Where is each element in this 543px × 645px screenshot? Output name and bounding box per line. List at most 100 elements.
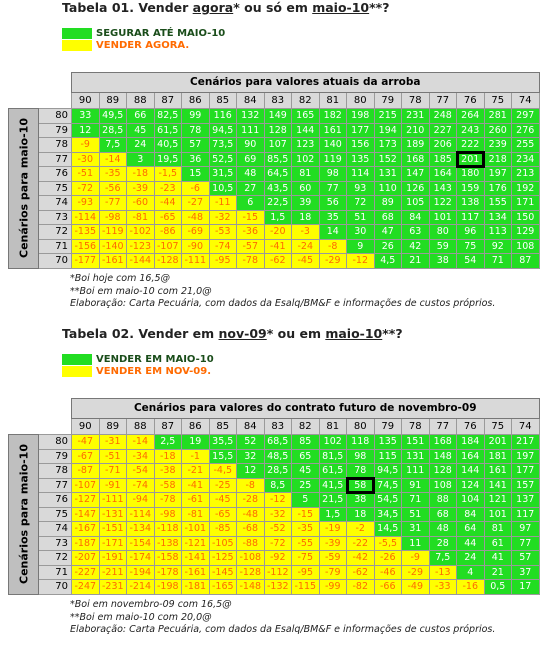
cell: 180 bbox=[456, 166, 485, 182]
cell: -35 bbox=[291, 521, 320, 537]
cell: -29 bbox=[318, 253, 347, 269]
cell: 52 bbox=[236, 434, 265, 450]
cell: -62 bbox=[346, 564, 375, 580]
cell: 21 bbox=[401, 253, 430, 269]
cell: -28 bbox=[236, 492, 265, 508]
cell: -247 bbox=[71, 579, 100, 595]
column-header: 83 bbox=[263, 92, 292, 109]
cell: -214 bbox=[126, 579, 155, 595]
cell: 61,5 bbox=[318, 463, 347, 479]
cell: 25 bbox=[291, 477, 320, 493]
data-row: 73 -187 -171 -154 -138 -121 -105 -88 -72 -55 -39 -2… bbox=[9, 535, 540, 551]
cell: 111 bbox=[236, 122, 265, 138]
cell: 4,5 bbox=[373, 253, 402, 269]
cell: -112 bbox=[263, 564, 292, 580]
cell: 104 bbox=[456, 492, 485, 508]
cell: 217 bbox=[511, 434, 540, 450]
cell: 34,5 bbox=[373, 506, 402, 522]
cell: 21,5 bbox=[318, 492, 347, 508]
cell: 101 bbox=[428, 209, 457, 225]
cell: 118 bbox=[346, 434, 375, 450]
cell: -145 bbox=[208, 564, 237, 580]
cell: 15,5 bbox=[208, 448, 237, 464]
cell: 92 bbox=[483, 238, 512, 254]
column-header: 80 bbox=[346, 418, 375, 435]
cell: 165 bbox=[291, 108, 320, 124]
cell: 124 bbox=[456, 477, 485, 493]
cell: -72 bbox=[263, 535, 292, 551]
cell: -128 bbox=[153, 253, 182, 269]
row-header: 74 bbox=[38, 521, 72, 537]
cell: -41 bbox=[263, 238, 292, 254]
title-part: Tabela 01. Vender bbox=[62, 0, 193, 15]
column-header: 78 bbox=[401, 418, 430, 435]
row-header: 79 bbox=[38, 448, 72, 464]
row-header: 71 bbox=[38, 564, 72, 580]
cell: -15 bbox=[236, 209, 265, 225]
cell: 157 bbox=[511, 477, 540, 493]
blank bbox=[9, 73, 72, 109]
cell: 189 bbox=[401, 137, 430, 153]
cell: 210 bbox=[401, 122, 430, 138]
cell: 54,5 bbox=[373, 492, 402, 508]
cell: -74 bbox=[208, 238, 237, 254]
cell: -18 bbox=[126, 166, 155, 182]
cell: 102 bbox=[291, 151, 320, 167]
cell: -72 bbox=[71, 180, 100, 196]
cell: 231 bbox=[401, 108, 430, 124]
column-header: 87 bbox=[153, 92, 182, 109]
cell: 81 bbox=[483, 521, 512, 537]
cell: 99 bbox=[181, 108, 210, 124]
data-row: 72 -135 -119 -102 -86 -69 -53 -36 -20 -3 14 30 47 63 8… bbox=[9, 224, 540, 240]
blank bbox=[9, 399, 72, 435]
cell: 151 bbox=[401, 434, 430, 450]
cell: 161 bbox=[318, 122, 347, 138]
table-header: Cenários para valores do contrato futuro… bbox=[71, 398, 540, 419]
column-header: 89 bbox=[98, 92, 127, 109]
cell: 18 bbox=[291, 209, 320, 225]
cell: -111 bbox=[181, 253, 210, 269]
cell: -47 bbox=[71, 434, 100, 450]
cell: -177 bbox=[71, 253, 100, 269]
cell: 128 bbox=[428, 463, 457, 479]
legend-item: VENDER AGORA. bbox=[62, 39, 225, 51]
cell: 68 bbox=[428, 506, 457, 522]
cell: 24 bbox=[126, 137, 155, 153]
data-row: 78 -9 7,5 24 40,5 57 73,5 90 107 123 140 156 173 189 2… bbox=[9, 137, 540, 153]
note: Elaboração: Carta Pecuária, com dados da… bbox=[70, 298, 496, 309]
cell: 18 bbox=[346, 506, 375, 522]
cell: -154 bbox=[126, 535, 155, 551]
cell: 129 bbox=[511, 224, 540, 240]
cell: 159 bbox=[456, 180, 485, 196]
data-row: 71 -227 -211 -194 -178 -161 -145 -128 -112 -95 -79… bbox=[9, 564, 540, 580]
cell: 54 bbox=[456, 253, 485, 269]
cell: -71 bbox=[98, 463, 127, 479]
cell: -2 bbox=[346, 521, 375, 537]
data-row: Cenários para maio-10 80 33 49,5 66 82,5 99 116… bbox=[8, 108, 540, 269]
cell: 85 bbox=[291, 434, 320, 450]
cell: 80 bbox=[428, 224, 457, 240]
row-header: 76 bbox=[38, 166, 72, 182]
cell: 81,5 bbox=[318, 448, 347, 464]
row-header: 79 bbox=[38, 122, 72, 138]
cell: -191 bbox=[98, 550, 127, 566]
title-part: **? bbox=[382, 326, 403, 341]
cell: -144 bbox=[126, 253, 155, 269]
title-part: **? bbox=[369, 0, 390, 15]
column-header: 86 bbox=[181, 418, 210, 435]
cell: 84 bbox=[401, 209, 430, 225]
cell: 281 bbox=[483, 108, 512, 124]
cell: 148 bbox=[428, 448, 457, 464]
column-header: 86 bbox=[181, 92, 210, 109]
cell: -32 bbox=[208, 209, 237, 225]
cell: 297 bbox=[511, 108, 540, 124]
cell: 68 bbox=[373, 209, 402, 225]
cell: 161 bbox=[483, 463, 512, 479]
cell: -148 bbox=[236, 579, 265, 595]
cell: 71 bbox=[401, 492, 430, 508]
cell: 90 bbox=[236, 137, 265, 153]
column-header: 89 bbox=[98, 418, 127, 435]
cell: 87 bbox=[511, 253, 540, 269]
cell: -231 bbox=[98, 579, 127, 595]
cell: -111 bbox=[98, 492, 127, 508]
